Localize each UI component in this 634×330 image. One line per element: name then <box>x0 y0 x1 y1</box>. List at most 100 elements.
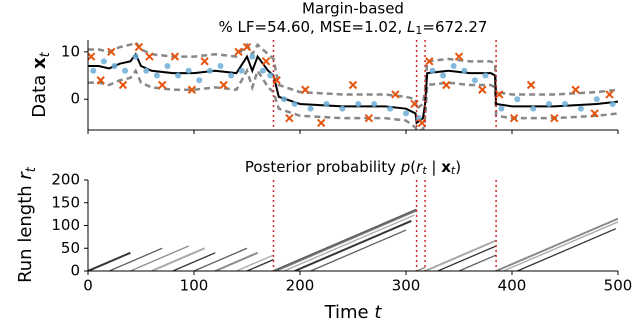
outlier-point <box>187 85 197 94</box>
run-length-trace <box>88 251 131 271</box>
label-part: t <box>38 51 53 57</box>
outlier-point <box>550 113 559 123</box>
outlier-point <box>391 90 400 99</box>
title-part: r <box>416 158 423 176</box>
subtitle-part: =672.27 <box>422 18 487 36</box>
data-point <box>307 105 314 112</box>
run-length-trace <box>503 221 618 271</box>
outlier-point <box>478 85 487 94</box>
outlier-point <box>316 118 326 128</box>
subtitle: % LF=54.60, MSE=1.02, L1=672.27 <box>219 18 488 38</box>
run-length-trace <box>193 247 248 271</box>
outlier-point <box>364 113 374 123</box>
data-point <box>291 100 298 107</box>
subtitle-part: 1 <box>415 24 422 37</box>
data-point <box>111 63 118 70</box>
data-point <box>206 67 213 74</box>
data-point <box>164 63 171 70</box>
data-point <box>259 67 266 74</box>
run-length-trace <box>424 239 497 271</box>
data-point <box>577 105 584 112</box>
run-length-trace <box>172 252 216 271</box>
outlier-point <box>118 80 128 90</box>
y-tick-label: 10 <box>61 42 80 60</box>
data-point <box>461 67 468 74</box>
data-point <box>355 100 362 107</box>
data-point <box>403 110 409 117</box>
outlier-point <box>272 76 281 85</box>
data-point <box>249 53 256 60</box>
data-point <box>143 67 150 74</box>
data-point <box>323 100 330 107</box>
run-length-trace <box>246 259 274 271</box>
x-tick-label: 300 <box>392 277 421 295</box>
data-point <box>90 67 97 74</box>
run-length-trace <box>283 214 415 271</box>
data-point <box>371 100 378 107</box>
outlier-point <box>495 90 504 99</box>
outlier-point <box>88 52 96 61</box>
data-point <box>562 100 568 107</box>
run-length-trace <box>273 208 417 271</box>
title-part: ( <box>410 158 416 176</box>
outlier-point <box>219 80 228 90</box>
x-tick-label: 400 <box>498 277 527 295</box>
x-tick-label: 100 <box>180 277 209 295</box>
outlier-point <box>417 118 427 128</box>
outlier-point <box>285 113 294 123</box>
run-length-trace <box>151 247 205 271</box>
data-point <box>100 58 107 65</box>
outlier-point <box>200 57 209 66</box>
outlier-point <box>301 85 310 94</box>
label-part: Time <box>324 302 375 323</box>
band-line <box>88 40 618 111</box>
y-tick-label: 0 <box>70 262 80 280</box>
run-length-trace <box>458 254 497 271</box>
outlier-point <box>590 109 599 118</box>
run-length-trace <box>276 210 417 271</box>
data-point <box>339 105 346 112</box>
data-point <box>530 105 537 112</box>
title-part: Posterior probability <box>245 158 401 176</box>
run-length-trace <box>437 245 497 271</box>
label-part: t <box>374 302 382 323</box>
outlier-point <box>234 47 243 57</box>
data-point <box>196 77 203 84</box>
outlier-point <box>605 90 614 99</box>
run-length-trace <box>236 254 274 271</box>
y-label: Data xt <box>29 51 53 117</box>
outlier-point <box>261 57 271 66</box>
data-point <box>609 100 616 107</box>
data-point <box>185 67 192 74</box>
outlier-point <box>454 52 464 61</box>
x-label: Time t <box>324 302 383 323</box>
data-point <box>387 105 394 112</box>
label-part: Run length <box>15 180 36 283</box>
data-point <box>593 96 600 103</box>
data-point <box>175 72 182 79</box>
data-point <box>238 67 245 74</box>
x-tick-label: 200 <box>286 277 315 295</box>
data-point <box>498 105 505 112</box>
outlier-point <box>170 52 180 61</box>
outlier-point <box>526 80 536 90</box>
outlier-point <box>145 52 154 61</box>
title-part: | <box>427 158 442 176</box>
mean-line <box>88 52 618 125</box>
panel-title: Posterior probability p(rt | xt) <box>245 158 461 178</box>
data-point <box>546 100 553 107</box>
outlier-point <box>442 80 451 90</box>
data-point <box>514 96 521 103</box>
outlier-point <box>571 85 580 94</box>
y-tick-label: 50 <box>61 239 80 257</box>
data-point <box>267 72 274 79</box>
run-length-trace <box>130 245 189 271</box>
outlier-point <box>348 80 358 90</box>
label-part: Data <box>29 69 50 118</box>
x-tick-label: 0 <box>83 277 93 295</box>
outlier-point <box>157 80 167 90</box>
outlier-point <box>107 47 116 57</box>
data-point <box>153 72 160 79</box>
